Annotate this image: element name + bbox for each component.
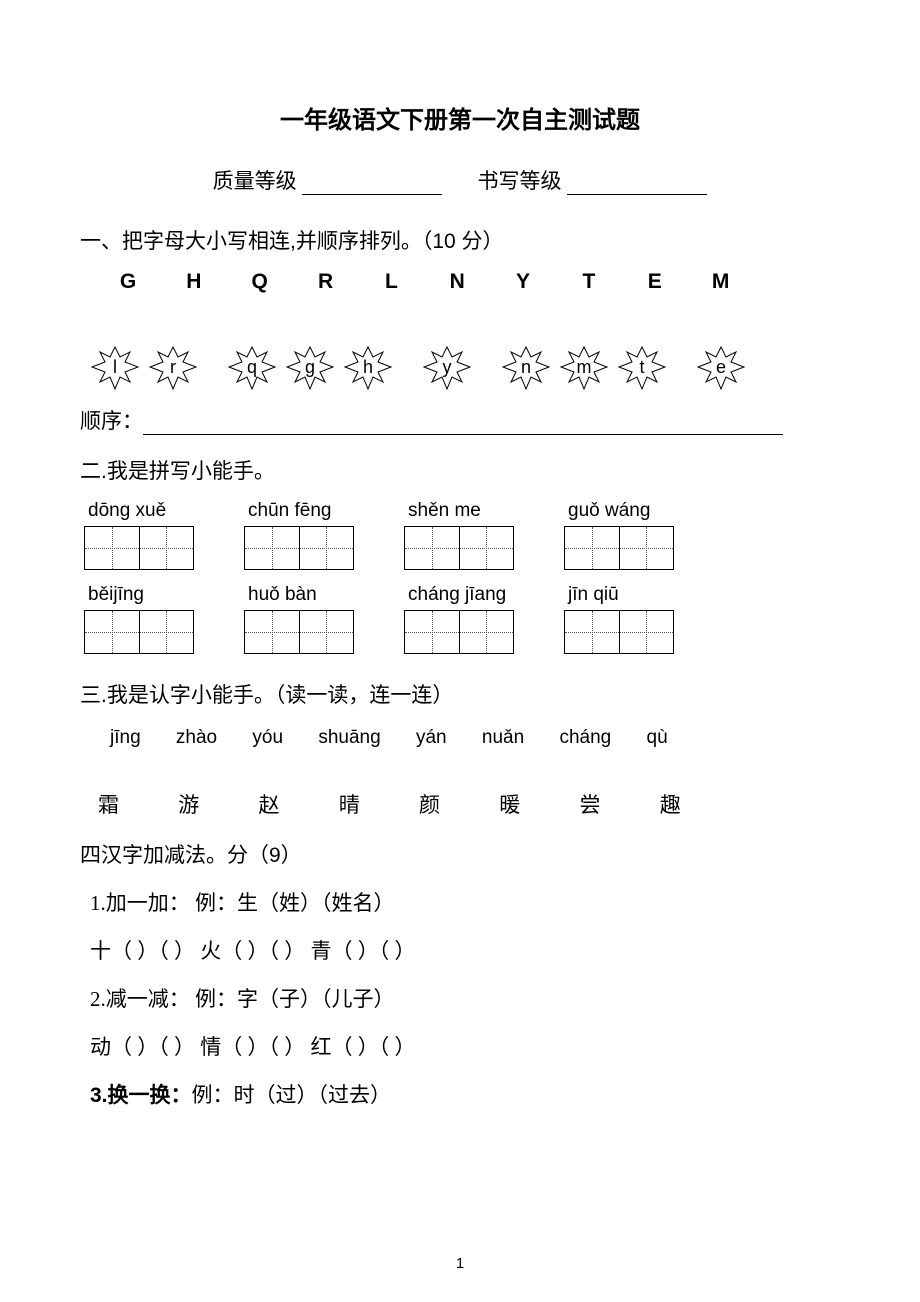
- letter-upper: T: [561, 270, 619, 294]
- pinyin-label: cháng jīang: [404, 584, 514, 606]
- tianzige-grid[interactable]: [84, 610, 194, 654]
- section4-line5: 3.换一换：例：时（过）（过去）: [80, 1079, 840, 1109]
- hanzi-item: 游: [178, 789, 199, 819]
- pinyin-label: jīn qiū: [564, 584, 674, 606]
- pinyin-block: jīn qiū: [564, 584, 674, 654]
- pinyin-label: huǒ bàn: [244, 584, 354, 606]
- writing-blank[interactable]: [567, 174, 707, 195]
- section4-line1: 1.加一加： 例：生（姓）（姓名）: [80, 887, 840, 917]
- hanzi-item: 赵: [259, 789, 280, 819]
- star-icon: n: [501, 344, 551, 397]
- pinyin-item: yóu: [252, 727, 283, 749]
- pinyin-item: shuāng: [318, 727, 380, 749]
- letter-upper: R: [298, 270, 356, 294]
- star-icon: m: [559, 344, 609, 397]
- letter-upper: H: [166, 270, 224, 294]
- tianzige-grid[interactable]: [564, 526, 674, 570]
- letter-lower: y: [443, 357, 452, 377]
- pinyin-label: guǒ wáng: [564, 500, 674, 522]
- star-icon: q: [227, 344, 277, 397]
- section2-heading: 二.我是拼写小能手。: [80, 455, 840, 485]
- tianzige-grid[interactable]: [404, 526, 514, 570]
- letter-lower: h: [363, 357, 373, 377]
- star-icon: g: [285, 344, 335, 397]
- section4-line5-rest: 例：时（过）（过去）: [192, 1083, 392, 1107]
- page-number: 1: [0, 1255, 920, 1272]
- pinyin-block: huǒ bàn: [244, 584, 354, 654]
- page: 一年级语文下册第一次自主测试题 质量等级 书写等级 一、把字母大小写相连,并顺序…: [0, 0, 920, 1302]
- pinyin-block: dōng xuě: [84, 500, 194, 570]
- star-icon: h: [343, 344, 393, 397]
- letter-lower: r: [170, 357, 176, 377]
- letter-lower: l: [113, 357, 117, 377]
- pinyin-row: dōng xuě chūn fēng shěn me guǒ wáng: [80, 500, 840, 570]
- page-title: 一年级语文下册第一次自主测试题: [80, 100, 840, 135]
- letter-lower: m: [577, 357, 592, 377]
- section1-heading: 一、把字母大小写相连,并顺序排列。（10 分）: [80, 225, 840, 255]
- letter-lower: e: [716, 357, 726, 377]
- tianzige-grid[interactable]: [564, 610, 674, 654]
- pinyin-block: cháng jīang: [404, 584, 514, 654]
- pinyin-item: jīng: [110, 727, 141, 749]
- section4-line5-prefix: 3.换一换：: [90, 1084, 192, 1107]
- pinyin-block: shěn me: [404, 500, 514, 570]
- hanzi-item: 趣: [660, 789, 681, 819]
- hanzi-item: 颜: [419, 789, 440, 819]
- letter-lower: t: [639, 357, 644, 377]
- tianzige-grid[interactable]: [244, 610, 354, 654]
- hanzi-item: 霜: [98, 789, 119, 819]
- letter-upper: Y: [495, 270, 553, 294]
- pinyin-item: qù: [647, 727, 668, 749]
- star-icon: l: [90, 344, 140, 397]
- order-line: 顺序：: [80, 405, 840, 435]
- pinyin-label: shěn me: [404, 500, 514, 522]
- pinyin-block: guǒ wáng: [564, 500, 674, 570]
- tianzige-grid[interactable]: [84, 526, 194, 570]
- letter-upper: Q: [232, 270, 290, 294]
- letter-lower: g: [305, 357, 315, 377]
- pinyin-item: cháng: [559, 727, 611, 749]
- pinyin-label: běijīng: [84, 584, 194, 606]
- tianzige-grid[interactable]: [404, 610, 514, 654]
- letter-lower: q: [247, 357, 257, 377]
- pinyin-label: dōng xuě: [84, 500, 194, 522]
- section3-pinyin-row: jīng zhào yóu shuāng yán nuǎn cháng qù: [80, 727, 840, 749]
- section3-heading: 三.我是认字小能手。（读一读，连一连）: [80, 679, 840, 709]
- hanzi-item: 暖: [499, 789, 520, 819]
- uppercase-row: G H Q R L N Y T E M: [80, 270, 840, 294]
- pinyin-block: chūn fēng: [244, 500, 354, 570]
- order-label: 顺序：: [80, 410, 143, 433]
- section3-hanzi-row: 霜 游 赵 晴 颜 暖 尝 趣: [80, 789, 840, 819]
- hanzi-item: 晴: [339, 789, 360, 819]
- star-icon: e: [696, 344, 746, 397]
- section4-line2: 十（ ）（ ） 火（ ）（ ） 青（ ）（ ）: [80, 935, 840, 965]
- quality-blank[interactable]: [302, 174, 442, 195]
- grade-line: 质量等级 书写等级: [80, 165, 840, 195]
- pinyin-item: zhào: [176, 727, 217, 749]
- letter-upper: M: [693, 270, 751, 294]
- star-icon: r: [148, 344, 198, 397]
- section4-heading: 四汉字加减法。分（9）: [80, 839, 840, 869]
- quality-label: 质量等级: [213, 170, 297, 193]
- letter-upper: N: [429, 270, 487, 294]
- section4-line3: 2.减一减： 例：字（子）（儿子）: [80, 983, 840, 1013]
- pinyin-label: chūn fēng: [244, 500, 354, 522]
- letter-upper: G: [100, 270, 158, 294]
- star-icon: y: [422, 344, 472, 397]
- hanzi-item: 尝: [580, 789, 601, 819]
- pinyin-item: nuǎn: [482, 727, 524, 749]
- order-blank[interactable]: [143, 416, 783, 435]
- section4-line4: 动（ ）（ ） 情（ ）（ ） 红（ ）（ ）: [80, 1031, 840, 1061]
- letter-lower: n: [521, 357, 531, 377]
- star-icon: t: [617, 344, 667, 397]
- tianzige-grid[interactable]: [244, 526, 354, 570]
- pinyin-row: běijīng huǒ bàn cháng jīang jīn qiū: [80, 584, 840, 654]
- pinyin-block: běijīng: [84, 584, 194, 654]
- lowercase-stars-row: l r q g h y n m t e: [80, 344, 840, 397]
- letter-upper: L: [363, 270, 421, 294]
- letter-upper: E: [627, 270, 685, 294]
- pinyin-item: yán: [416, 727, 447, 749]
- writing-label: 书写等级: [478, 170, 562, 193]
- pinyin-grid-section: dōng xuě chūn fēng shěn me guǒ wáng běij…: [80, 500, 840, 654]
